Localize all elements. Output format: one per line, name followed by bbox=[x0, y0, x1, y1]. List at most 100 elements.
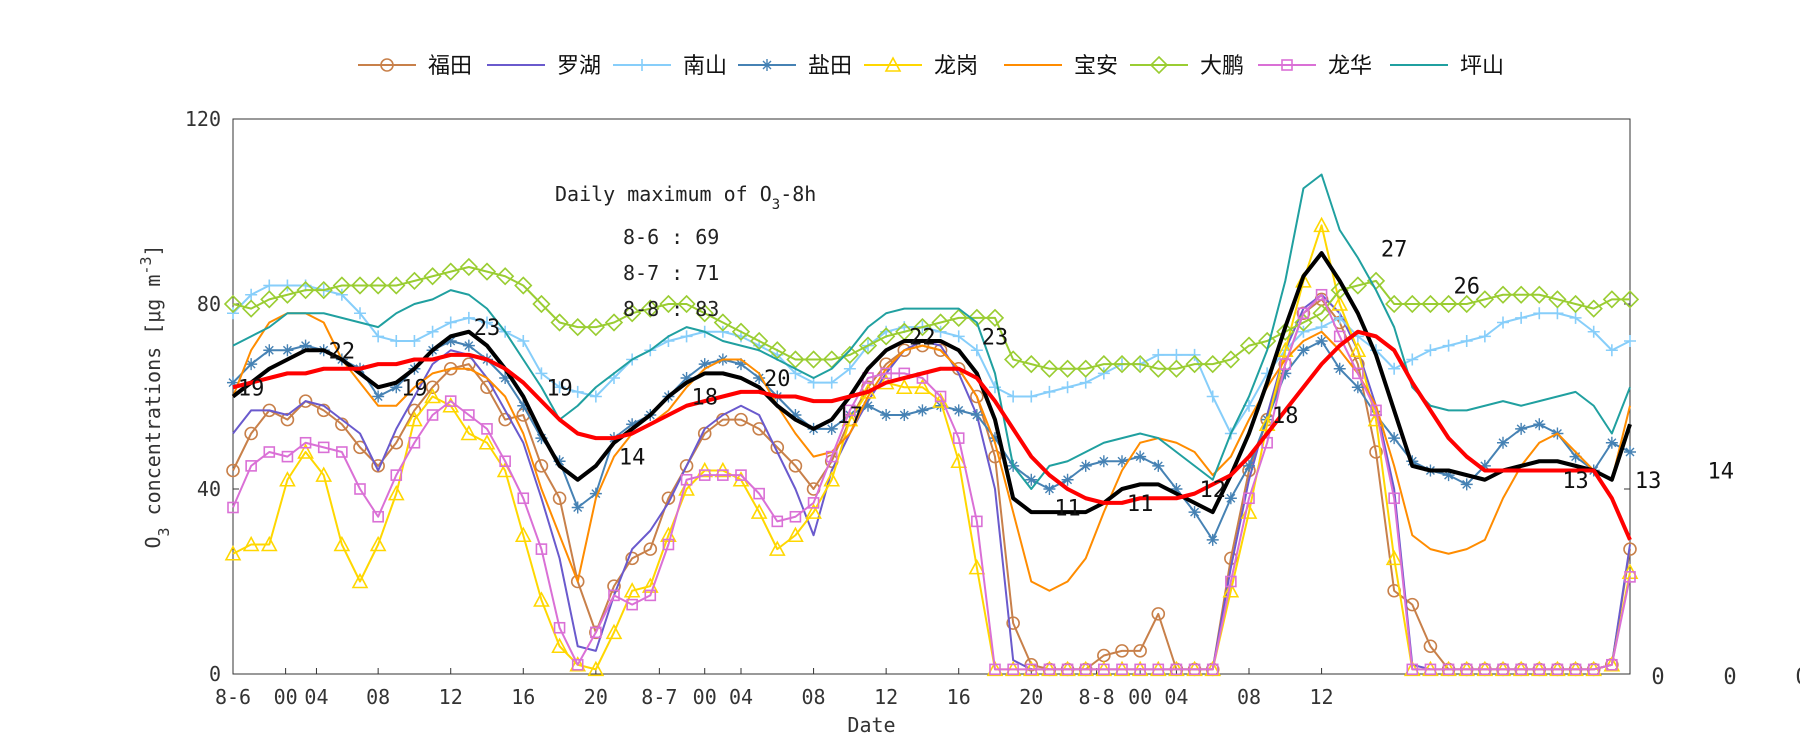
marker-square bbox=[1007, 663, 1019, 676]
marker-square bbox=[1352, 367, 1364, 380]
marker-triangle bbox=[1222, 582, 1240, 598]
x-tick-label: 20 bbox=[584, 685, 608, 709]
legend-item-罗湖: 罗湖 bbox=[487, 54, 601, 79]
legend-label: 宝安 bbox=[1074, 54, 1118, 79]
annotation-line: 8-7 : 71 bbox=[623, 261, 719, 285]
marker-square bbox=[1424, 663, 1437, 676]
annotation-line: 8-6 : 69 bbox=[623, 225, 719, 249]
annotation-title-part: 3 bbox=[772, 197, 780, 213]
marker-diamond bbox=[967, 308, 986, 328]
day-labels: 19 22 19 23 19 14 18 20 17 22 23 11 11 12 18 27 26 13 13 14 bbox=[238, 238, 1734, 522]
marker-star bbox=[1442, 469, 1455, 482]
right-extra-labels: 0 0 0 bbox=[1651, 665, 1800, 690]
marker-triangle bbox=[387, 484, 405, 501]
curve-value-label: 18 bbox=[1272, 404, 1299, 429]
marker-diamond bbox=[1475, 290, 1494, 309]
marker-circle bbox=[226, 463, 240, 478]
annotation-title-part: -8h bbox=[780, 182, 816, 206]
curve-value-label: 20 bbox=[764, 367, 791, 392]
marker-circle bbox=[970, 389, 984, 404]
marker-diamond bbox=[369, 276, 388, 295]
legend-label: 龙华 bbox=[1328, 54, 1372, 79]
marker-star bbox=[1224, 492, 1237, 505]
curve-value-label: 23 bbox=[474, 316, 501, 341]
marker-square bbox=[354, 483, 366, 495]
marker-circle bbox=[380, 58, 394, 72]
marker-plus bbox=[390, 335, 403, 347]
marker-circle bbox=[534, 459, 549, 473]
marker-plus bbox=[1079, 376, 1092, 389]
marker-diamond bbox=[459, 257, 478, 277]
marker-triangle bbox=[260, 535, 278, 552]
marker-square bbox=[1206, 663, 1219, 676]
marker-square bbox=[1533, 663, 1546, 676]
curve-value-label: 11 bbox=[1127, 492, 1154, 517]
marker-diamond bbox=[387, 276, 406, 295]
x-tick-label: 00 bbox=[693, 685, 717, 709]
marker-circle bbox=[1133, 644, 1147, 658]
marker-square bbox=[1243, 492, 1255, 505]
marker-plus bbox=[1424, 344, 1437, 357]
series-line bbox=[232, 266, 1630, 370]
marker-triangle bbox=[224, 545, 242, 561]
marker-diamond bbox=[296, 280, 315, 300]
marker-square bbox=[1297, 307, 1310, 320]
marker-circle bbox=[1024, 657, 1039, 672]
marker-star bbox=[1460, 478, 1473, 491]
marker-circle bbox=[1115, 644, 1129, 658]
marker-square bbox=[1134, 663, 1146, 676]
marker-circle bbox=[244, 426, 258, 441]
marker-circle bbox=[988, 449, 1002, 464]
marker-plus bbox=[589, 390, 602, 403]
series-line bbox=[232, 329, 1632, 541]
marker-square bbox=[227, 501, 239, 514]
marker-circle bbox=[933, 343, 948, 358]
marker-diamond bbox=[568, 317, 587, 337]
curve-value-label: 12 bbox=[1199, 478, 1226, 503]
marker-circle bbox=[697, 426, 712, 441]
marker-circle bbox=[280, 412, 295, 427]
marker-plus bbox=[825, 376, 838, 389]
annotation-title: Daily maximum of O3-8h bbox=[555, 182, 816, 213]
marker-square bbox=[698, 469, 711, 481]
marker-circle bbox=[1006, 616, 1020, 630]
legend-item-龙岗: 龙岗 bbox=[864, 54, 978, 79]
marker-square bbox=[1406, 663, 1419, 676]
marker-diamond bbox=[931, 313, 950, 332]
x-axis-label: Date bbox=[847, 713, 895, 737]
marker-diamond bbox=[731, 322, 751, 341]
marker-plus bbox=[408, 335, 421, 347]
marker-diamond bbox=[768, 341, 787, 360]
marker-square bbox=[989, 663, 1001, 676]
marker-square bbox=[680, 473, 693, 486]
marker-diamond bbox=[532, 294, 551, 314]
marker-square bbox=[934, 390, 947, 403]
marker-diamond bbox=[1566, 294, 1585, 314]
marker-square bbox=[317, 441, 330, 454]
x-axis: 8-6 00 04 08 12 16 20 8-7 00 04 08 12 16 20 8-8 00 04 08 1… bbox=[215, 668, 1334, 709]
marker-diamond bbox=[1512, 285, 1531, 304]
marker-diamond bbox=[1312, 304, 1331, 323]
marker-plus bbox=[372, 330, 385, 343]
marker-square bbox=[1587, 663, 1600, 676]
marker-star bbox=[1279, 367, 1292, 380]
marker-plus bbox=[1043, 385, 1056, 398]
right-extra-label: 0 bbox=[1795, 665, 1800, 690]
marker-square bbox=[1281, 59, 1293, 71]
marker-circle bbox=[1369, 445, 1383, 459]
marker-plus bbox=[636, 59, 648, 71]
marker-diamond bbox=[586, 317, 605, 337]
marker-diamond bbox=[1221, 350, 1240, 369]
x-tick-label: 16 bbox=[947, 685, 971, 709]
marker-square bbox=[771, 515, 784, 528]
marker-plus bbox=[1406, 353, 1419, 366]
marker-diamond bbox=[1403, 294, 1422, 314]
marker-star bbox=[1025, 473, 1038, 486]
curve-value-label: 13 bbox=[1562, 469, 1589, 494]
marker-square bbox=[1569, 663, 1582, 676]
marker-plus bbox=[1170, 348, 1183, 361]
right-extra-label: 0 bbox=[1723, 665, 1736, 690]
marker-diamond bbox=[242, 299, 261, 318]
y-tick-label: 120 bbox=[185, 107, 221, 131]
marker-square bbox=[1479, 663, 1491, 676]
